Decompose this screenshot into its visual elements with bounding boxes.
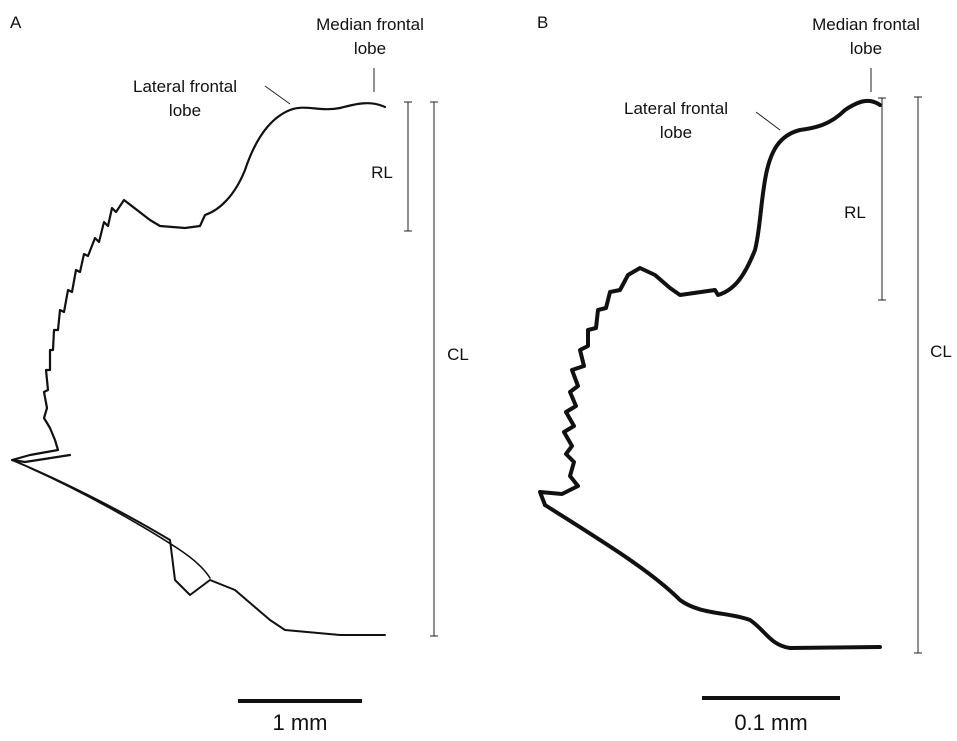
median-lobe-label: lobe — [354, 39, 386, 58]
scale-bar — [702, 696, 840, 700]
panel-a: A Median frontal lobe Lateral frontal lo… — [10, 13, 469, 735]
rl-label: RL — [371, 163, 393, 182]
leader-line — [264, 85, 291, 105]
specimen-outline — [10, 102, 387, 464]
lateral-lobe-label: Lateral frontal — [624, 99, 728, 118]
median-lobe-label: lobe — [850, 39, 882, 58]
lateral-lobe-label: Lateral frontal — [133, 77, 237, 96]
lateral-lobe-label: lobe — [169, 101, 201, 120]
median-lobe-label: Median frontal — [316, 15, 424, 34]
panel-label: B — [537, 13, 548, 32]
rl-label: RL — [844, 203, 866, 222]
panel-label: A — [10, 13, 22, 32]
specimen-outline — [538, 98, 882, 507]
panel-b: B Median frontal lobe Lateral frontal lo… — [537, 13, 952, 735]
scale-bar — [238, 699, 362, 703]
scale-label: 1 mm — [273, 710, 328, 735]
median-lobe-label: Median frontal — [812, 15, 920, 34]
leader-line — [755, 111, 781, 131]
specimen-outline — [29, 467, 211, 579]
lateral-lobe-label: lobe — [660, 123, 692, 142]
specimen-outline — [543, 503, 882, 650]
cl-label: CL — [447, 345, 469, 364]
cl-label: CL — [930, 342, 952, 361]
scale-label: 0.1 mm — [734, 710, 807, 735]
